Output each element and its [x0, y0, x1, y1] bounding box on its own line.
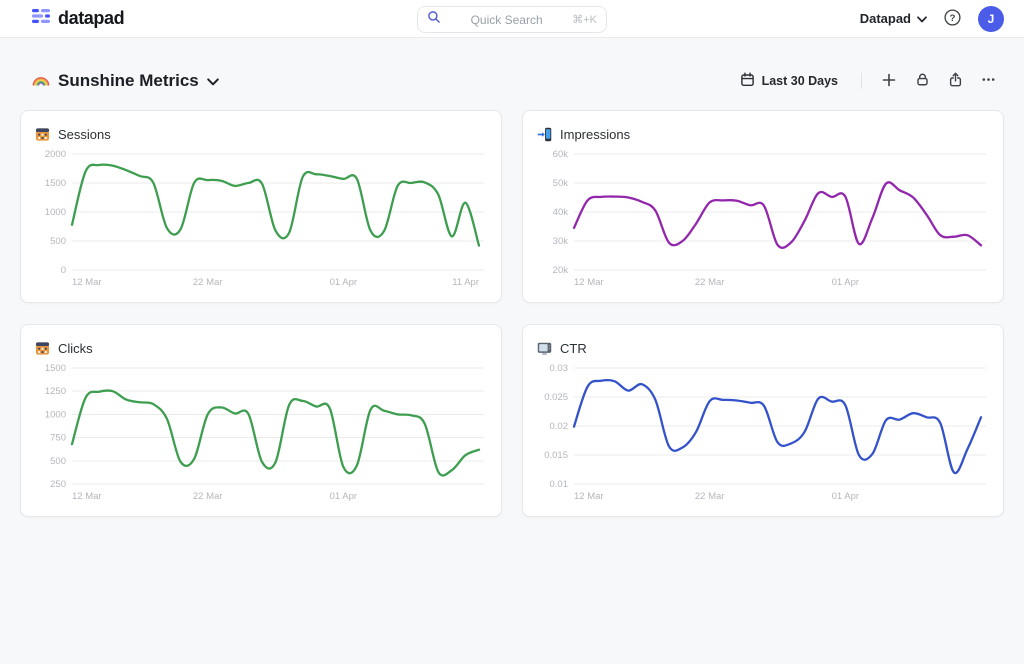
chart-card-header: CTR [537, 338, 989, 358]
line-chart: 0.03 0.025 0.02 0.015 0.01 12 Mar 22 Mar 01 Apr [544, 363, 986, 502]
toolbar-divider [861, 73, 862, 89]
ellipsis-icon [981, 72, 996, 90]
svg-text:?: ? [950, 12, 956, 23]
share-button[interactable] [941, 67, 969, 95]
series-line-ctr [572, 378, 983, 475]
datapad-logo[interactable]: datapad [32, 7, 125, 30]
x-axis-tick: 01 Apr [832, 277, 859, 288]
header-right-cluster: Datapad ? J [860, 5, 1004, 32]
y-axis-tick: 250 [50, 479, 66, 490]
y-axis-tick: 0.025 [544, 392, 568, 403]
y-axis-tick: 0.015 [544, 450, 568, 461]
x-axis-tick: 11 Apr [452, 277, 479, 288]
x-axis-tick: 22 Mar [193, 491, 223, 502]
chart-card-header: Clicks [35, 338, 487, 358]
dashboard-title-dropdown[interactable]: Sunshine Metrics [32, 71, 219, 91]
chart-card-clicks: Clicks 1500 1250 1000 750 500 250 12 Mar 22 Mar… [20, 324, 502, 517]
x-axis-tick: 12 Mar [574, 491, 604, 502]
y-axis-tick: 0.01 [550, 479, 569, 490]
y-axis-tick: 1000 [45, 409, 66, 420]
y-axis-tick: 30k [553, 236, 569, 247]
series-line-sessions [70, 163, 481, 247]
search-shortcut: ⌘+K [572, 14, 597, 26]
date-range-label: Last 30 Days [761, 74, 838, 88]
workspace-switcher[interactable]: Datapad [860, 11, 927, 26]
chart-card-header: Impressions [537, 124, 989, 144]
help-icon: ? [944, 8, 961, 29]
y-axis-tick: 60k [553, 149, 569, 160]
x-axis-tick: 12 Mar [72, 277, 102, 288]
chart-card-header: Sessions [35, 124, 487, 144]
x-axis-tick: 01 Apr [832, 491, 859, 502]
line-chart: 1500 1250 1000 750 500 250 12 Mar 22 Mar 01 Apr [45, 363, 484, 502]
brand-name: datapad [58, 8, 125, 28]
date-range-button[interactable]: Last 30 Days [730, 66, 848, 96]
toolbar-actions: Last 30 Days [730, 66, 1002, 96]
page-title: Sunshine Metrics [58, 71, 199, 90]
y-axis-tick: 500 [50, 456, 66, 467]
chart-title: Clicks [58, 340, 93, 356]
x-axis-tick: 01 Apr [330, 277, 357, 288]
x-axis-tick: 12 Mar [574, 277, 604, 288]
chevron-down-icon [207, 71, 219, 91]
workspace-label: Datapad [859, 11, 911, 26]
chart-title: Impressions [560, 126, 631, 142]
y-axis-tick: 500 [50, 236, 66, 247]
chart-title: CTR [560, 340, 587, 356]
y-axis-tick: 40k [553, 207, 569, 218]
x-axis-tick: 01 Apr [330, 491, 357, 502]
y-axis-tick: 50k [553, 178, 569, 189]
x-axis-tick: 22 Mar [695, 491, 725, 502]
x-axis-tick: 22 Mar [193, 277, 223, 288]
y-axis-tick: 0.02 [550, 421, 569, 432]
y-axis-tick: 750 [50, 433, 66, 444]
chart-card-ctr: CTR 0.03 0.025 0.02 0.015 0.01 12 Mar 22 Mar 01… [522, 324, 1004, 517]
search-input[interactable] [445, 12, 569, 27]
series-line-clicks [70, 389, 481, 477]
line-chart: 2000 1500 1000 500 0 12 Mar 22 Mar 01 Apr 11 Apr [45, 149, 484, 288]
y-axis-tick: 1000 [45, 207, 66, 218]
lock-icon [915, 72, 930, 90]
y-axis-tick: 1250 [45, 386, 66, 397]
avatar[interactable]: J [978, 5, 1004, 32]
x-axis-tick: 22 Mar [695, 277, 725, 288]
quick-search[interactable]: ⌘+K [417, 6, 607, 33]
abacus-icon [35, 127, 50, 142]
y-axis-tick: 1500 [45, 363, 66, 374]
y-axis-tick: 0.03 [550, 363, 569, 374]
x-axis-tick: 12 Mar [72, 491, 102, 502]
add-widget-button[interactable] [875, 67, 903, 95]
y-axis-tick: 1500 [45, 178, 66, 189]
y-axis-tick: 0 [61, 265, 66, 276]
chart-title: Sessions [58, 126, 111, 142]
phone-arrow-icon [537, 127, 552, 142]
help-button[interactable]: ? [944, 8, 961, 29]
calendar-icon [740, 72, 755, 90]
page-toolbar: Sunshine Metrics Last 30 Days [32, 64, 1002, 98]
y-axis-tick: 20k [553, 265, 569, 276]
chart-card-impressions: Impressions 60k 50k 40k 30k 20k 12 Mar 22 Mar 0… [522, 110, 1004, 303]
rainbow-icon [32, 71, 50, 91]
lock-button[interactable] [908, 67, 936, 95]
more-options-button[interactable] [974, 67, 1002, 95]
line-chart: 60k 50k 40k 30k 20k 12 Mar 22 Mar 01 Apr [553, 149, 986, 288]
chart-card-sessions: Sessions 2000 1500 1000 500 0 12 Mar 22 Mar 01 … [20, 110, 502, 303]
share-icon [948, 72, 963, 90]
app-header: datapad ⌘+K Datapad ? J [0, 0, 1024, 38]
datapad-logo-icon [32, 7, 50, 30]
plus-icon [882, 73, 896, 90]
abacus-icon [35, 341, 50, 356]
search-icon [427, 10, 441, 29]
series-line-impressions [572, 181, 983, 249]
charts-grid: Sessions 2000 1500 1000 500 0 12 Mar 22 Mar 01 … [20, 110, 1004, 517]
chevron-down-icon [917, 11, 927, 26]
y-axis-tick: 2000 [45, 149, 66, 160]
monitor-icon [537, 341, 552, 356]
